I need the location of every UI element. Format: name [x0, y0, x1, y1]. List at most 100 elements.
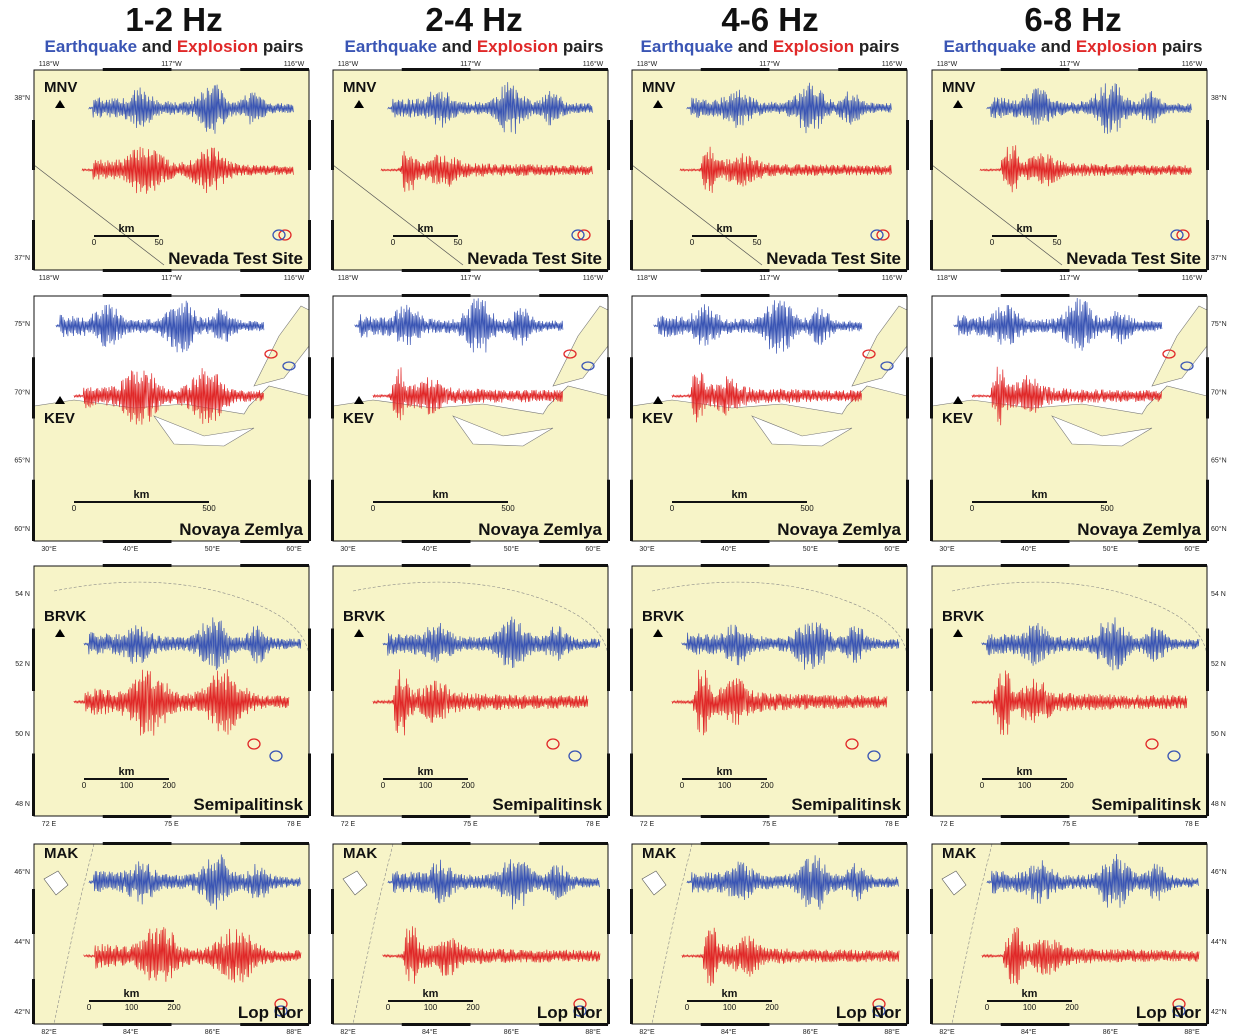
- earthquake-waveform: [686, 82, 892, 134]
- axis-tick-label: 116°W: [1182, 274, 1203, 282]
- earthquake-location-marker: [571, 229, 585, 241]
- bay-area: [1051, 415, 1153, 447]
- scale-tick-label: 500: [202, 504, 216, 513]
- axis-tick-label: 50°E: [205, 545, 221, 553]
- scale-bar: [692, 235, 757, 237]
- explosion-waveform: [971, 670, 1188, 736]
- scale-tick-label: 500: [800, 504, 814, 513]
- map-svg: 30°E 40°E 50°E 60°E KEV km 0 500 Novaya Zemlya: [630, 294, 909, 553]
- frame-bar: [331, 220, 334, 270]
- bay-area: [751, 415, 853, 447]
- explosion-location-marker: [264, 349, 278, 359]
- frame-bar: [1000, 68, 1070, 71]
- axis-tick-label: 118°W: [338, 60, 359, 68]
- scale-tick-label: 0: [72, 504, 77, 513]
- axis-tick-label: 75 E: [1062, 821, 1077, 828]
- land-area: [632, 844, 907, 1024]
- station-label: MAK: [642, 845, 676, 862]
- explosion-location-marker: [274, 998, 288, 1010]
- axis-tick-label: 60°E: [286, 545, 302, 553]
- scale-bar: [972, 501, 1107, 503]
- frame-bar: [308, 357, 311, 419]
- earthquake-waveform: [981, 617, 1200, 671]
- scale-bar: [74, 501, 209, 503]
- frame-bar: [906, 479, 909, 541]
- axis-tick-label: 50 N: [15, 731, 30, 738]
- frame-bar: [331, 979, 334, 1024]
- map-panel: 72 E 75 E 78 E BRVK km 0 100 200 Semipalitinsk: [303, 554, 638, 828]
- frame-bar: [906, 889, 909, 934]
- explosion-waveform: [979, 145, 1192, 193]
- frame-bar: [1206, 479, 1209, 541]
- frame-bar: [607, 889, 610, 934]
- axis-tick-label: 86°E: [1103, 1028, 1119, 1036]
- axis-tick-label: 82°E: [41, 1028, 57, 1036]
- column-header-1: 1-2 Hz Earthquake and Explosion pairs: [24, 0, 324, 56]
- explosion-location-marker: [247, 738, 261, 750]
- earthquake-location-marker: [269, 750, 283, 762]
- border-line: [33, 164, 165, 266]
- axis-tick-label: 116°W: [583, 274, 604, 282]
- border-line: [931, 164, 1063, 266]
- scale-label: km: [433, 489, 449, 501]
- scale-label: km: [119, 223, 135, 235]
- map-svg: 72 E 75 E 78 E BRVK km 0 100 200 Semipalitinsk: [630, 564, 909, 828]
- column-header-4: 6-8 Hz Earthquake and Explosion pairs: [923, 0, 1223, 56]
- axis-tick-label: 65°N: [14, 457, 30, 465]
- axis-tick-label: 44°N: [1211, 938, 1227, 946]
- axis-tick-label: 116°W: [284, 274, 305, 282]
- explosion-waveform: [681, 927, 900, 986]
- map-svg: 30°E 40°E 50°E 60°E KEV km 0 500 Novaya Zemlya: [331, 294, 610, 553]
- axis-tick-label: 116°W: [882, 60, 903, 68]
- frame-bar: [607, 979, 610, 1024]
- explosion-waveform: [380, 151, 593, 192]
- map-panel: 118°W 117°W 116°W 118°W 117°W 116°W 38°N 37°N MN…: [4, 58, 339, 282]
- scale-tick-label: 50: [753, 238, 762, 247]
- river-line: [352, 581, 609, 667]
- frame-bar: [401, 269, 471, 272]
- station-triangle-icon: [354, 396, 364, 404]
- frame-bar: [607, 220, 610, 270]
- axis-tick-label: 78 E: [287, 821, 302, 828]
- axis-tick-label: 118°W: [637, 60, 658, 68]
- site-name: Lop Nor: [238, 1003, 304, 1022]
- station-label: MNV: [942, 79, 975, 96]
- axis-tick-label: 38°N: [1211, 94, 1227, 102]
- explosion-location-marker: [1145, 738, 1159, 750]
- frame-bar: [539, 540, 608, 543]
- earthquake-waveform: [387, 82, 593, 134]
- frame-bar: [1206, 628, 1209, 691]
- scale-tick-label: 0: [92, 238, 97, 247]
- explosion-location-marker: [1172, 998, 1186, 1010]
- axis-tick-label: 65°N: [1211, 457, 1227, 465]
- scale-tick-label: 0: [685, 1003, 690, 1012]
- frame-bar: [32, 628, 35, 691]
- scale-tick-label: 0: [985, 1003, 990, 1012]
- axis-tick-label: 116°W: [1182, 60, 1203, 68]
- scale-tick-label: 100: [1018, 781, 1032, 790]
- axis-tick-label: 86°E: [504, 1028, 520, 1036]
- frame-bar: [700, 1023, 770, 1026]
- scale-tick-label: 0: [970, 504, 975, 513]
- frame-bar: [308, 479, 311, 541]
- map-svg: 82°E 84°E 86°E 88°E MAK km 0 100 200 Lop Nor: [331, 842, 610, 1036]
- axis-tick-label: 72 E: [341, 821, 356, 828]
- map-svg: 118°W 117°W 116°W 118°W 117°W 116°W MNV km 0 50 Ne…: [331, 60, 610, 282]
- frame-bar: [838, 842, 907, 845]
- scale-tick-label: 50: [454, 238, 463, 247]
- scale-label: km: [732, 489, 748, 501]
- explosion-waveform: [679, 146, 892, 193]
- axis-tick-label: 82°E: [939, 1028, 955, 1036]
- earthquake-location-marker: [1167, 750, 1181, 762]
- border-line: [951, 843, 993, 1025]
- frame-bar: [32, 357, 35, 419]
- station-label: MAK: [343, 845, 377, 862]
- earthquake-location-marker: [872, 1005, 886, 1017]
- land-area: [632, 566, 907, 816]
- frame-bar: [906, 753, 909, 816]
- frame-bar: [1206, 357, 1209, 419]
- station-label: KEV: [44, 410, 75, 427]
- scale-label: km: [722, 988, 738, 1000]
- axis-tick-label: 52 N: [1211, 661, 1226, 668]
- earthquake-waveform: [55, 300, 265, 353]
